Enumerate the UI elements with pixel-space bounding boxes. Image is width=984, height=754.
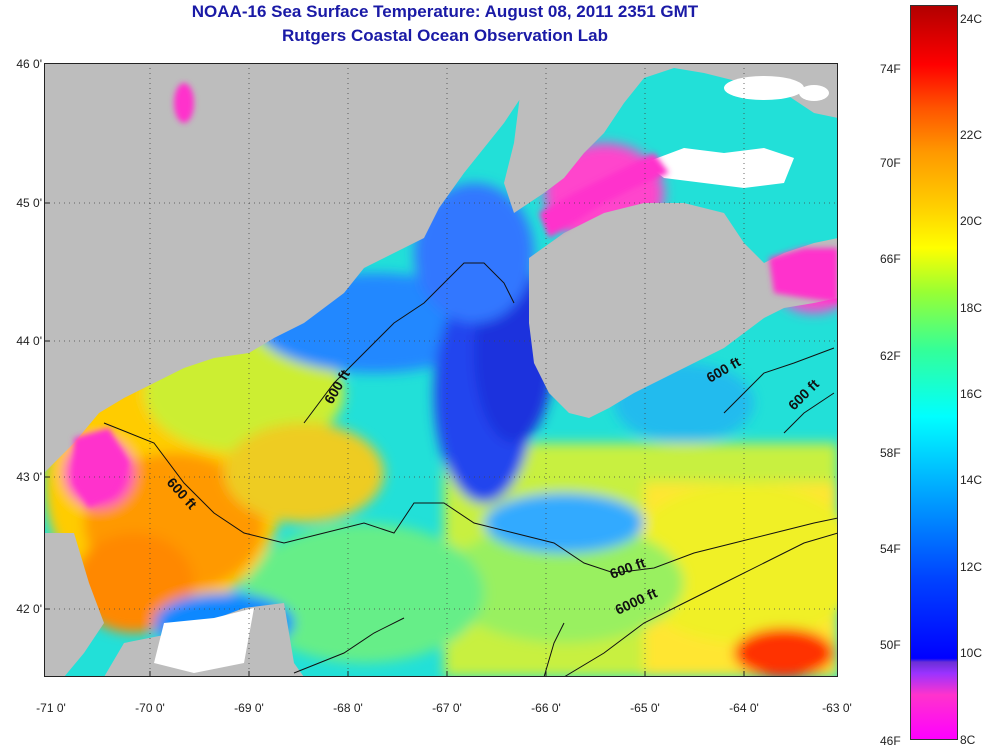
chart-subtitle: Rutgers Coastal Ocean Observation Lab <box>282 26 608 45</box>
colorbar-c-label: 10C <box>960 646 983 660</box>
colorbar-f-label: 46F <box>880 734 901 748</box>
colorbar-c-label: 8C <box>960 733 976 747</box>
colorbar-c-label: 12C <box>960 560 983 574</box>
lon-tick-label: -63 0' <box>822 701 852 715</box>
colorbar-f-label: 50F <box>880 638 901 652</box>
colorbar-f-label: 70F <box>880 156 901 170</box>
colorbar-c-label: 18C <box>960 301 983 315</box>
lat-tick-label: 42 0' <box>16 602 42 616</box>
lon-tick-label: -66 0' <box>531 701 561 715</box>
lon-tick-label: -64 0' <box>729 701 759 715</box>
colorbar-f-label: 66F <box>880 252 901 266</box>
map-frame <box>44 63 838 677</box>
tick-marks <box>44 202 745 677</box>
lat-tick-label: 43 0' <box>16 470 42 484</box>
lon-tick-label: -69 0' <box>234 701 264 715</box>
colorbar-f-label: 62F <box>880 349 901 363</box>
colorbar-f-label: 58F <box>880 446 901 460</box>
colorbar-c-label: 16C <box>960 387 983 401</box>
lon-tick-label: -65 0' <box>630 701 660 715</box>
lat-tick-label: 44 0' <box>16 334 42 348</box>
lat-tick-label: 45 0' <box>16 196 42 210</box>
lon-tick-label: -70 0' <box>135 701 165 715</box>
bathymetry-contours <box>103 262 838 677</box>
lon-tick-label: -67 0' <box>432 701 462 715</box>
colorbar-f-label: 54F <box>880 542 901 556</box>
colorbar-c-label: 20C <box>960 214 983 228</box>
lon-tick-label: -68 0' <box>333 701 363 715</box>
temperature-colorbar <box>910 5 958 740</box>
sst-map: 600 ft 600 ft 600 ft 600 ft 600 ft 6000 … <box>44 63 838 677</box>
sst-map-canvas: 600 ft 600 ft 600 ft 600 ft 600 ft 6000 … <box>44 63 838 677</box>
lat-tick-label: 46 0' <box>16 57 42 71</box>
chart-title: NOAA-16 Sea Surface Temperature: August … <box>191 2 699 21</box>
cloud-mask <box>154 76 829 673</box>
colorbar-c-label: 22C <box>960 128 983 142</box>
lon-tick-label: -71 0' <box>36 701 66 715</box>
pink-patches <box>74 83 838 508</box>
colorbar-c-label: 14C <box>960 473 983 487</box>
colorbar-f-label: 74F <box>880 62 901 76</box>
colorbar-c-label: 24C <box>960 12 983 26</box>
